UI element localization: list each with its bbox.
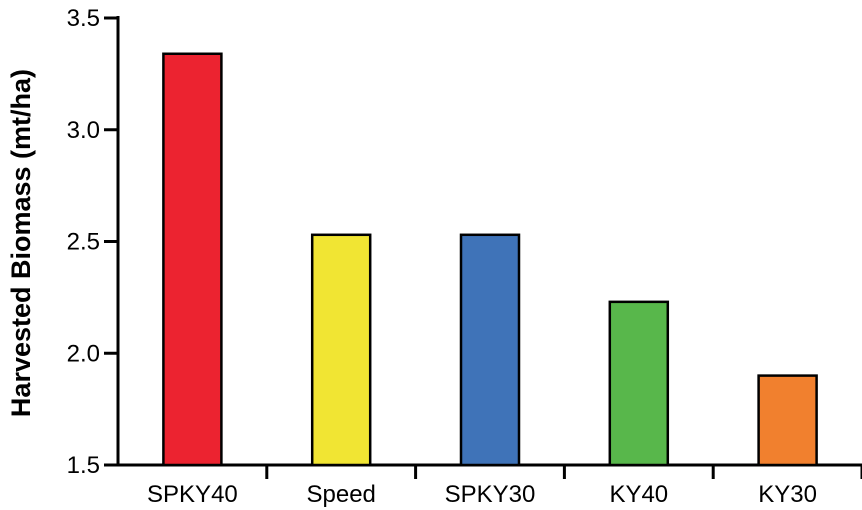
- y-tick-label: 2.5: [67, 229, 100, 256]
- x-tick-label: KY40: [609, 481, 668, 508]
- plot-area: 1.5 2.0 2.5 3.0 3.5 SPKY40 Speed SPKY30 KY40 KY30: [67, 5, 862, 508]
- y-tick-label: 3.0: [67, 117, 100, 144]
- x-tick-label: Speed: [306, 481, 375, 508]
- y-axis-title: Harvested Biomass (mt/ha): [6, 69, 36, 417]
- y-tick-label: 3.5: [67, 5, 100, 32]
- x-tick-label: SPKY40: [147, 481, 238, 508]
- x-tick-label: KY30: [758, 481, 817, 508]
- bar-speed: [310, 233, 372, 467]
- y-tick-label: 1.5: [67, 452, 100, 479]
- bar-ky40: [608, 300, 670, 467]
- y-tick-label: 2.0: [67, 340, 100, 367]
- bar-spky30: [459, 233, 521, 467]
- x-tick-label: SPKY30: [445, 481, 536, 508]
- bar-ky30: [757, 374, 818, 467]
- bar-spky40: [162, 52, 223, 467]
